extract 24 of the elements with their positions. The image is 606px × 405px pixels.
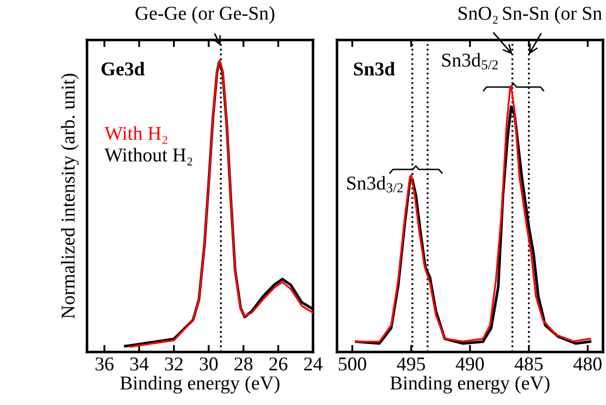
- chart-title: Ge3d: [102, 62, 145, 76]
- series-label: Without H₂: [104, 148, 192, 166]
- x-tick-label: 485: [514, 357, 543, 371]
- x-tick-label: 28: [234, 357, 252, 371]
- x-tick-label: 34: [130, 357, 149, 371]
- x-tick-label: 26: [269, 357, 288, 371]
- x-tick-label: 32: [165, 357, 183, 371]
- x-axis-title: Binding energy (eV): [390, 376, 550, 394]
- x-tick-label: 480: [573, 357, 602, 371]
- annotation: SnO₂: [458, 6, 498, 24]
- annotation: Sn3d$_{3/2}$: [347, 176, 403, 192]
- annotation: Sn-Sn (or Sn: [503, 6, 602, 24]
- x-tick-label: 495: [396, 357, 425, 371]
- x-axis-title: Binding energy (eV): [120, 376, 280, 394]
- x-tick-label: 24: [304, 357, 322, 370]
- chart-title: Sn3d: [354, 62, 395, 76]
- x-tick-label: 500: [338, 357, 366, 371]
- y-axis-title: Normalized intensity (arb. unit): [60, 74, 79, 319]
- annotation: Sn3d$_{5/2}$: [442, 53, 498, 70]
- x-tick-label: 36: [96, 357, 114, 371]
- x-tick-label: 490: [456, 357, 484, 371]
- x-tick-label: 30: [200, 357, 218, 371]
- text: With H₂: [104, 126, 168, 144]
- annotation: Ge-Ge (or Ge-Sn): [136, 6, 274, 24]
